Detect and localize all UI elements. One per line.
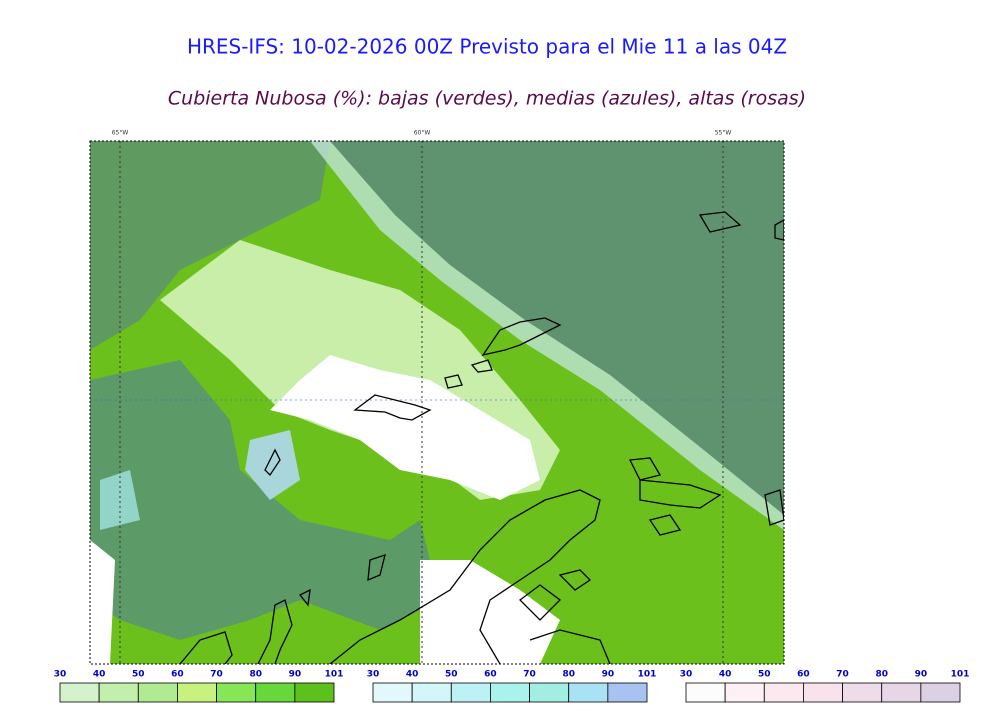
colorbar-tick: 30 [680,670,693,680]
colorbar-box [177,682,217,703]
colorbar-tick: 30 [367,670,380,680]
colorbar-tick: 50 [132,670,145,680]
colorbar-box [411,682,452,703]
longitude-labels: 65°W 60°W 55°W [112,130,732,137]
colorbar-tick: 70 [836,670,849,680]
colorbar-tick: 50 [445,670,458,680]
colorbar-tick: 90 [915,670,928,680]
colorbar-box [98,682,139,703]
colorbar-tick: 30 [54,670,67,680]
colorbar-box [59,682,100,703]
colorbar-tick: 80 [562,670,575,680]
colorbar-box [450,682,491,703]
colorbar-box [607,682,648,703]
colorbar-tick: 90 [602,670,615,680]
colorbar-box [137,682,178,703]
colorbar-tick: 60 [171,670,184,680]
colorbar-box [920,682,961,703]
colorbar-tick: 70 [523,670,536,680]
colorbar-box [372,682,413,703]
colorbar-tick: 101 [325,670,344,680]
colorbar-tick: 70 [210,670,223,680]
colorbar-tick: 60 [797,670,810,680]
colorbar-box [490,682,530,703]
colorbar-box [842,682,883,703]
colorbar-tick: 101 [951,670,970,680]
colorbar-box [881,682,922,703]
lon-label: 55°W [715,130,732,137]
colorbar-tick: 40 [93,670,106,680]
title: HRES-IFS: 10-02-2026 00Z Previsto para e… [187,35,787,59]
colorbar-box [529,682,570,703]
lon-label: 65°W [112,130,129,137]
colorbar-box [294,682,335,703]
colorbar-box [803,682,843,703]
colorbar-tick: 101 [638,670,657,680]
map [89,140,785,665]
colorbar-tick: 40 [719,670,732,680]
colorbar-tick: 90 [289,670,302,680]
colorbars: 30 40 50 60 70 80 90 101 30 40 50 60 70 80 90 101 30 40 50… [54,670,970,703]
colorbar-tick: 40 [406,670,419,680]
colorbar-box [724,682,765,703]
colorbar-box [568,682,609,703]
colorbar-tick: 50 [758,670,771,680]
colorbar-box [216,682,257,703]
colorbar-box [763,682,804,703]
colorbar-tick: 60 [484,670,497,680]
colorbar-box [685,682,726,703]
lon-label: 60°W [414,130,431,137]
colorbar-tick: 80 [249,670,262,680]
colorbar-box [255,682,296,703]
colorbar-tick: 80 [875,670,888,680]
subtitle: Cubierta Nubosa (%): bajas (verdes), med… [168,88,806,110]
